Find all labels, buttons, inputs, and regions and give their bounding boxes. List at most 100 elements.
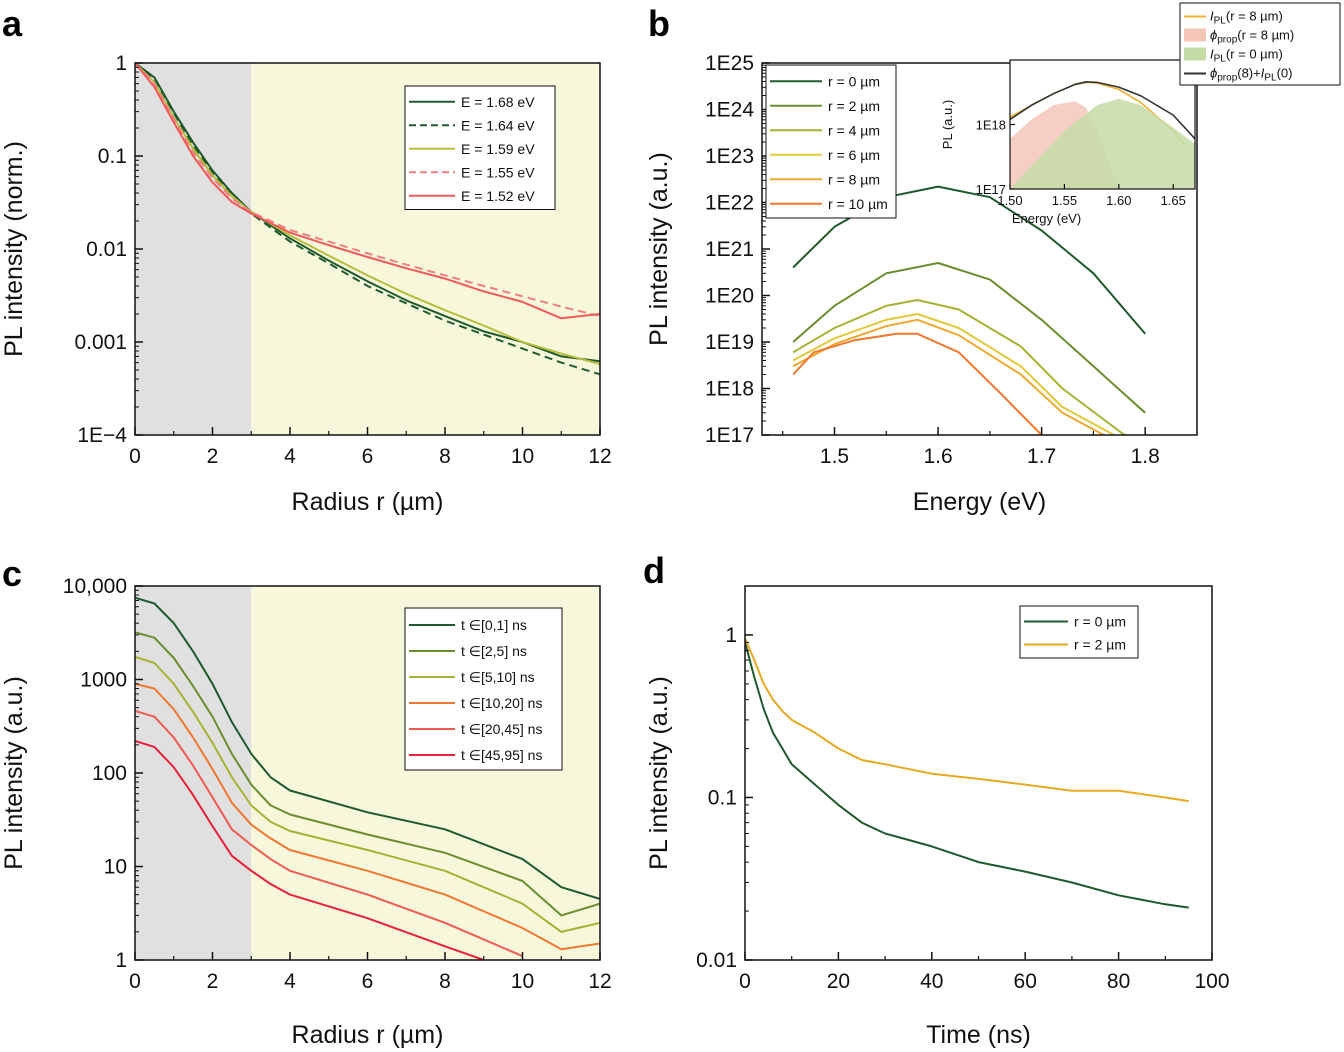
- panel-c-shaded-region-0: [135, 586, 252, 960]
- panel-c-x-tick-label-0: 0: [129, 970, 141, 993]
- panel-d-chart: 0 20 40 60 80 100 1 0.1 0.01 Time (ns) PL intensit…: [645, 585, 1230, 1049]
- panel-label-d: d: [643, 550, 665, 591]
- panel-b-x-tick-label-2: 1.7: [1027, 445, 1056, 468]
- panel-b-legend-label-5: r = 10 µm: [828, 196, 888, 212]
- panel-a-x-tick-label-6: 12: [588, 445, 611, 468]
- panel-a-y-tick-label-3: 0.001: [74, 331, 127, 354]
- panel-b-x-tick-label-3: 1.8: [1131, 445, 1160, 468]
- panel-d-series-r-2-m: [745, 638, 1189, 803]
- panel-c-y-tick-label-0: 10,000: [63, 575, 127, 598]
- panel-d-x-tick-label-1: 20: [827, 970, 850, 993]
- inset-x-tick-label-1: 1.55: [1052, 193, 1077, 208]
- panel-d-legend-label-0: r = 0 µm: [1074, 614, 1126, 630]
- panel-c-x-tick-label-6: 12: [588, 970, 611, 993]
- panel-c-x-tick-label-1: 2: [207, 970, 219, 993]
- panel-b-y-tick-label-7: 1E18: [705, 378, 754, 401]
- panel-a-series-e-1-55-ev: [135, 63, 600, 318]
- inset-legend-label-1: ϕprop(r = 8 µm): [1210, 28, 1294, 46]
- panel-a-x-tick-label-5: 10: [511, 445, 534, 468]
- panel-c-y-tick-label-1: 1000: [80, 669, 127, 692]
- panel-d-x-tick-label-0: 0: [739, 970, 751, 993]
- panel-b-series-r-8-m: [792, 318, 1105, 435]
- inset-legend-label-2: IPL(r = 0 µm): [1210, 47, 1283, 65]
- panel-c-series-t-45-95-ns: [135, 740, 485, 960]
- panel-a-legend-label-2: E = 1.59 eV: [461, 141, 535, 157]
- panel-a-series-e-1-68-ev: [135, 63, 600, 363]
- panel-b-y-tick-label-2: 1E23: [705, 145, 754, 168]
- panel-c-legend-label-5: t ∈[45,95] ns: [461, 747, 542, 763]
- panel-b-y-axis-label: PL intensity (a.u.): [645, 152, 673, 346]
- panel-c-x-tick-label-3: 6: [362, 970, 374, 993]
- panel-c-legend-label-2: t ∈[5,10] ns: [461, 669, 535, 685]
- panel-a-y-tick-label-1: 0.1: [98, 145, 127, 168]
- panel-c-legend-label-3: t ∈[10,20] ns: [461, 695, 542, 711]
- panel-a-x-tick-label-3: 6: [362, 445, 374, 468]
- panel-a-x-axis-label: Radius r (µm): [292, 488, 444, 516]
- panel-c-legend: [404, 607, 563, 771]
- panel-b-series-r-4-m: [792, 299, 1126, 435]
- inset-legend: [1179, 2, 1341, 86]
- inset-legend-label-3: ϕprop(8)+IPL(0): [1210, 66, 1292, 84]
- panel-b-y-tick-label-5: 1E20: [705, 285, 754, 308]
- panel-a-legend-label-3: E = 1.55 eV: [461, 164, 535, 180]
- inset-y-tick-label-1: 1E17: [976, 182, 1006, 197]
- panel-a-y-axis-label: PL intensity (norm.): [0, 141, 28, 357]
- panel-a-y-tick-label-4: 1E−4: [77, 424, 127, 447]
- panel-d-series-r-0-m: [745, 642, 1189, 909]
- panel-b-y-tick-label-0: 1E25: [705, 52, 754, 75]
- panel-d-y-tick-label-2: 0.01: [696, 949, 737, 972]
- panel-b-series-r-2-m: [792, 262, 1146, 414]
- panel-b-legend-label-0: r = 0 µm: [828, 73, 880, 89]
- panel-a-series-e-1-59-ev: [135, 63, 600, 365]
- panel-a-x-tick-label-4: 8: [439, 445, 451, 468]
- panel-d-x-tick-label-2: 40: [920, 970, 943, 993]
- panel-a-y-tick-label-0: 1: [115, 52, 127, 75]
- panel-a-chart: 0 2 4 6 8 10 12 1 0.1 0.01 0.001 1E−4 Radius r (µm) P…: [0, 52, 612, 516]
- panel-c-y-tick-label-3: 10: [104, 856, 127, 879]
- panel-label-c: c: [2, 553, 22, 594]
- panel-d-y-tick-label-1: 0.1: [708, 786, 737, 809]
- panel-b-y-tick-label-6: 1E19: [705, 331, 754, 354]
- panel-b-legend-label-2: r = 4 µm: [828, 122, 880, 138]
- panel-a-x-tick-label-1: 2: [207, 445, 219, 468]
- panel-d-series-group: [745, 638, 1189, 909]
- inset-legend-label-0: IPL(r = 8 µm): [1210, 9, 1283, 27]
- panel-b-series-r-10-m: [792, 332, 1043, 435]
- panel-label-a: a: [2, 3, 23, 44]
- inset-legend-swatch-1: [1184, 28, 1206, 42]
- panel-c-legend-label-4: t ∈[20,45] ns: [461, 721, 542, 737]
- panel-b-x-tick-label-1: 1.6: [923, 445, 952, 468]
- panel-b-legend: [765, 64, 897, 219]
- panel-b-legend-label-1: r = 2 µm: [828, 98, 880, 114]
- panel-c-y-tick-label-2: 100: [92, 762, 127, 785]
- panel-a-legend-label-0: E = 1.68 eV: [461, 94, 535, 110]
- panel-c-legend-label-1: t ∈[2,5] ns: [461, 643, 527, 659]
- panel-b-y-tick-label-4: 1E21: [705, 238, 754, 261]
- inset-legend-swatch-2: [1184, 47, 1206, 61]
- panel-d-y-tick-label-0: 1: [725, 624, 737, 647]
- panel-c-y-axis-label: PL intensity (a.u.): [0, 676, 28, 870]
- panel-c-chart: 0 2 4 6 8 10 12 10,000 1000 100 10 1 Radius r (µm) PL…: [0, 575, 612, 1049]
- panel-d-x-tick-label-3: 60: [1014, 970, 1037, 993]
- panel-b-legend-label-3: r = 6 µm: [828, 147, 880, 163]
- panel-b-series-group: [792, 185, 1146, 435]
- panel-b-y-tick-label-3: 1E22: [705, 192, 754, 215]
- panel-b-y-tick-label-1: 1E24: [705, 99, 754, 122]
- panel-a-legend-label-4: E = 1.52 eV: [461, 188, 535, 204]
- panel-a-legend-label-1: E = 1.64 eV: [461, 117, 535, 133]
- panel-a-shaded-region-0: [135, 63, 252, 435]
- panel-b-series-r-0-m: [792, 185, 1146, 335]
- inset-line-prop-8-i-pl-0: [1009, 80, 1196, 140]
- panel-d-y-axis-label: PL intensity (a.u.): [645, 676, 673, 870]
- panel-c-series-t-10-20-ns: [135, 682, 600, 951]
- panel-b-inset-chart: 1.50 1.55 1.60 1.65 1E18 1E17 Energy (eV) PL (a…: [940, 2, 1341, 226]
- panel-c-series-t-2-5-ns: [135, 631, 600, 917]
- panel-d-x-tick-label-4: 80: [1107, 970, 1130, 993]
- panel-d-x-tick-label-5: 100: [1194, 970, 1229, 993]
- inset-y-axis-label: PL (a.u.): [940, 100, 955, 149]
- panel-d-frame: [744, 585, 1213, 961]
- panel-c-legend-label-0: t ∈[0,1] ns: [461, 617, 527, 633]
- inset-area-i-pl-r-0-m: [1010, 98, 1195, 189]
- panel-d-legend-label-1: r = 2 µm: [1074, 637, 1126, 653]
